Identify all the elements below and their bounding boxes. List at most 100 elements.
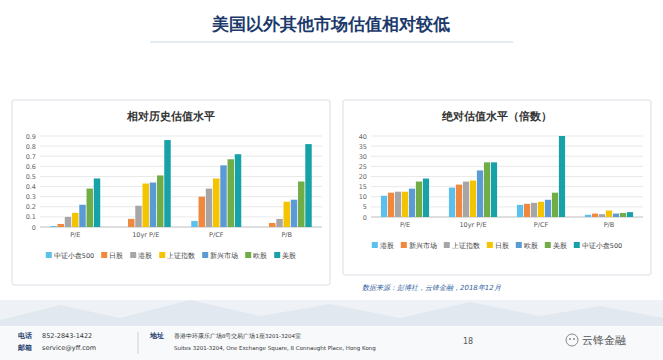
bar [305,144,311,227]
grid-line [371,156,643,157]
legend-label: 中证小盘500 [54,252,94,260]
legend-swatch [401,242,407,248]
footer: 电话852-2843-1422邮箱service@yff.com地址香港中环康乐… [18,332,473,354]
y-tick-label: 25 [359,163,367,171]
y-tick-label: 5 [363,203,367,211]
legend-swatch [574,242,580,248]
legend: 中证小盘500日股港股上证指数新兴市场欧股美股 [46,252,296,260]
bar [423,179,429,217]
title-rule [150,42,513,43]
bar [545,200,551,217]
watermark-text: 云锋金融 [582,334,626,347]
chart: 相对历史估值水平00.10.20.30.40.50.60.70.80.9P/E1… [12,100,330,285]
y-range [371,136,372,217]
bars [381,136,633,217]
bar [79,205,85,227]
bar [477,170,483,217]
bar [228,159,234,227]
y-tick-label: 15 [359,183,367,191]
chart-panel [343,100,651,275]
bar [157,175,163,227]
x-tick-label: P/CF [534,221,549,229]
footer-divider [138,332,139,354]
bar [449,188,455,217]
x-tick-label: P/E [400,221,410,229]
bar [50,226,56,227]
legend-label: 欧股 [524,242,538,250]
legend-label: 上证指数 [167,252,195,260]
bar [456,185,462,217]
slide: 美国以外其他市场估值相对较低相对历史估值水平00.10.20.30.40.50.… [0,0,663,360]
legend-swatch [202,252,208,258]
bar [65,217,71,227]
legend-label: 欧股 [253,252,267,260]
bar [484,162,490,217]
legend-swatch [46,252,52,258]
footer-label: 电话 [18,332,32,340]
footer-label: 邮箱 [18,344,32,352]
y-tick-label: 0.6 [26,163,36,171]
watermark-icon [573,338,575,340]
x-tick-label: P/B [604,221,615,229]
grid-line [371,176,643,177]
legend-label: 美股 [282,252,296,260]
y-tick-label: 0 [363,214,367,222]
grid-line [371,186,643,187]
slide-title: 美国以外其他市场估值相对较低 [211,14,450,34]
bar [206,189,212,227]
chart-title: 相对历史估值水平 [126,110,215,123]
bar [269,223,275,227]
bar [298,182,304,228]
grid-line [40,156,322,157]
grid-line [40,186,322,187]
legend-label: 新兴市场 [409,242,437,250]
footer-text: 852-2843-1422 [42,332,92,340]
bar [58,224,64,227]
page-number: 18 [463,337,473,346]
bar [164,140,170,227]
bar [388,193,394,217]
bar [491,162,497,217]
bar [538,202,544,217]
y-tick-label: 0 [32,224,36,232]
grid-line [371,166,643,167]
y-tick-label: 0.5 [26,173,36,181]
grid-line [371,136,643,137]
y-tick-label: 10 [359,193,367,201]
legend-swatch [372,242,378,248]
footer-text: Suites 3201-3204, One Exchange Square, 8… [174,345,376,352]
y-tick-label: 0.7 [26,153,36,161]
bar [143,184,149,227]
legend-swatch [516,242,522,248]
legend-swatch [487,242,493,248]
bar [235,154,241,227]
bar [620,213,626,217]
grid-line [371,146,643,147]
bar [599,214,605,217]
chart-title: 绝对估值水平（倍数） [441,110,552,123]
legend-swatch [545,242,551,248]
grid-line [40,146,322,147]
y-tick-label: 35 [359,143,367,151]
y-tick-label: 0.3 [26,193,36,201]
y-tick-label: 30 [359,153,367,161]
legend-label: 上证指数 [452,242,480,250]
x-tick-label: P/E [70,231,80,239]
y-range [40,136,41,227]
grid-line [40,196,322,197]
bar [135,206,141,227]
watermark-icon [569,338,571,340]
footer-label: 地址 [149,332,164,340]
bar [121,227,127,228]
bar [402,192,408,217]
bar [150,183,156,227]
bar [409,189,415,217]
footer-text: 香港中环康乐广场8号交易广场1座3201-3204室 [174,332,301,339]
bar [381,196,387,217]
bar [276,219,282,227]
legend-label: 日股 [495,242,509,250]
legend-label: 新兴市场 [210,252,238,260]
legend-swatch [130,252,136,258]
bar [613,214,619,217]
bar [94,178,100,227]
